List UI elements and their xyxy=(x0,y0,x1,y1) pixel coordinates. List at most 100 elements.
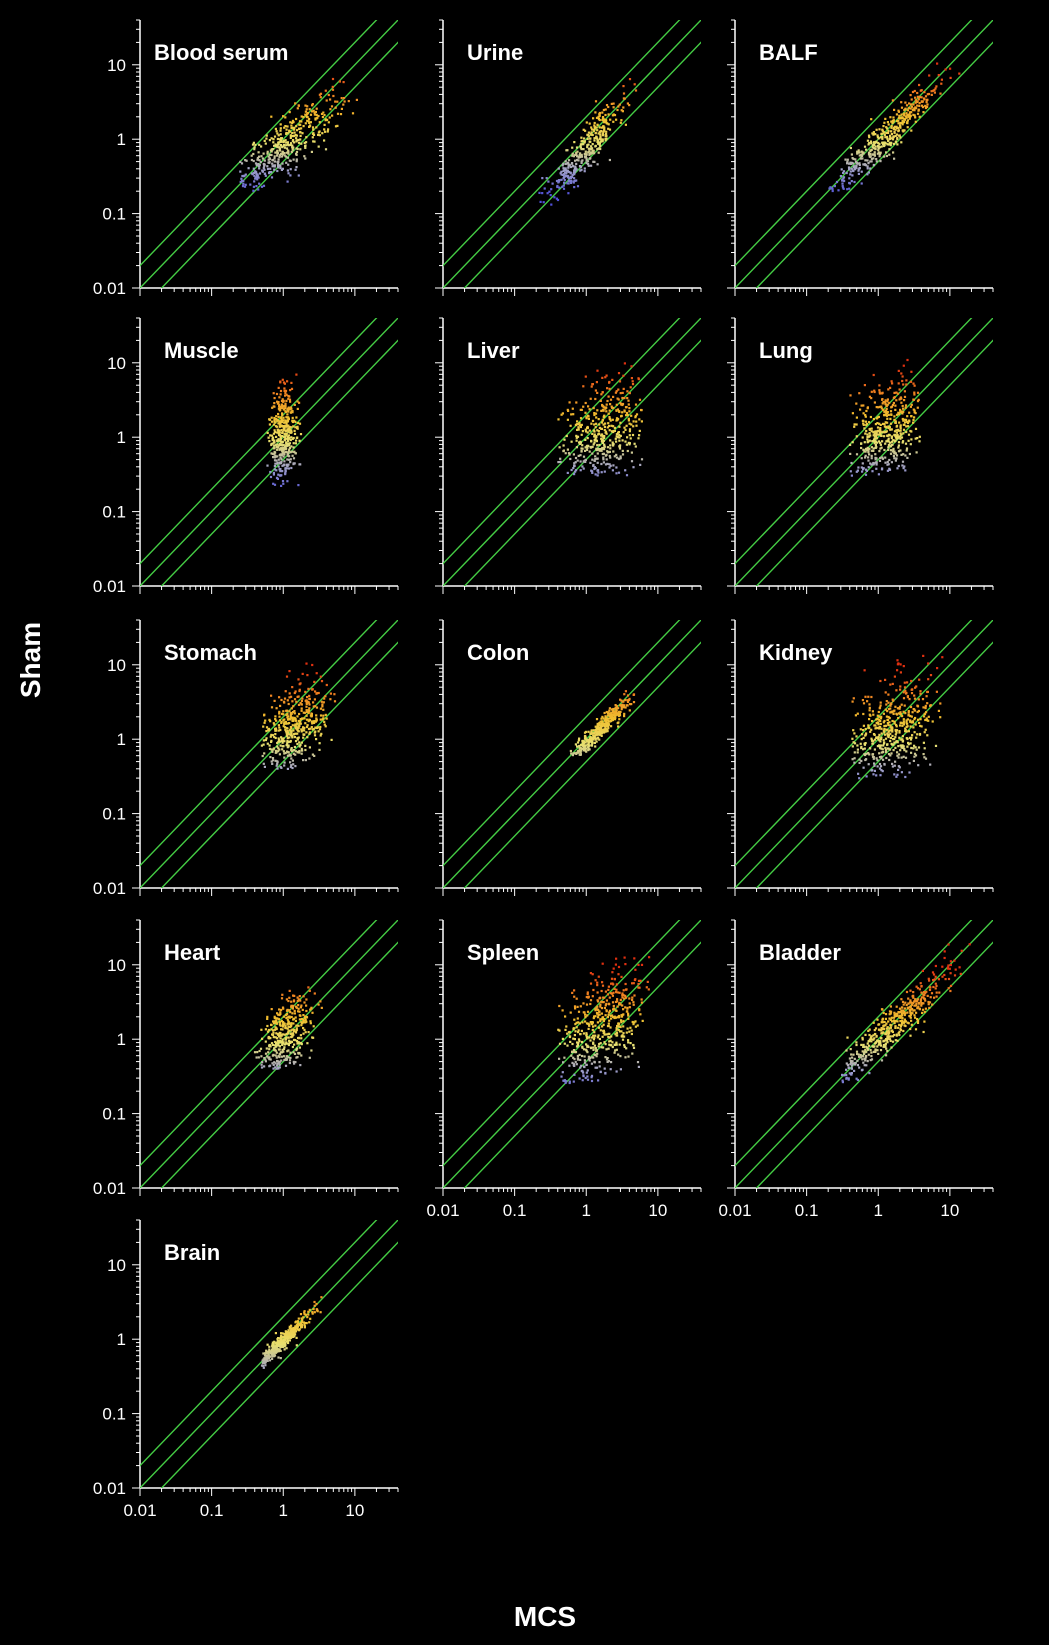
data-point xyxy=(894,705,897,708)
data-point xyxy=(879,701,882,704)
data-point xyxy=(269,475,273,479)
data-point xyxy=(293,1043,296,1046)
data-point xyxy=(587,164,590,167)
scatter-points xyxy=(260,662,337,770)
data-point xyxy=(290,381,293,384)
data-point xyxy=(917,718,920,721)
data-point xyxy=(907,433,911,436)
data-point xyxy=(587,743,590,746)
data-point xyxy=(927,662,930,665)
data-point xyxy=(885,414,888,417)
data-point xyxy=(308,694,311,697)
data-point xyxy=(271,734,274,737)
data-point xyxy=(594,455,597,458)
data-point xyxy=(297,1051,300,1055)
data-point xyxy=(245,159,248,162)
data-point xyxy=(298,712,301,716)
data-point xyxy=(273,1020,276,1023)
data-point xyxy=(619,402,622,405)
data-point xyxy=(600,727,603,730)
data-point xyxy=(878,726,881,729)
data-point xyxy=(891,682,894,685)
data-point xyxy=(300,1037,303,1040)
data-point xyxy=(904,727,907,730)
data-point xyxy=(288,1059,292,1062)
data-point xyxy=(578,153,581,157)
data-point xyxy=(861,157,864,160)
data-point xyxy=(892,447,895,450)
data-point xyxy=(285,1055,288,1058)
data-point xyxy=(880,755,883,758)
data-point xyxy=(304,759,307,762)
data-point xyxy=(557,167,560,170)
data-point xyxy=(913,718,916,721)
data-point xyxy=(920,100,923,103)
data-point xyxy=(294,765,297,768)
data-point xyxy=(278,726,281,729)
data-point xyxy=(265,134,268,137)
data-point xyxy=(884,733,887,736)
data-point xyxy=(317,1003,320,1006)
data-point xyxy=(621,391,624,394)
data-point xyxy=(327,121,330,124)
data-point xyxy=(308,989,311,992)
data-point xyxy=(271,750,274,753)
data-point xyxy=(318,742,321,745)
data-point xyxy=(310,713,313,716)
data-point xyxy=(579,425,582,429)
data-point xyxy=(277,142,280,146)
data-point xyxy=(632,420,635,423)
data-point xyxy=(597,147,601,150)
data-point xyxy=(282,115,285,118)
data-point xyxy=(290,757,293,760)
data-point xyxy=(301,672,304,675)
data-point xyxy=(311,110,314,113)
data-point xyxy=(601,138,604,141)
data-point xyxy=(893,709,896,712)
data-point xyxy=(882,758,885,761)
data-point xyxy=(278,433,281,437)
data-point xyxy=(886,463,889,466)
data-point xyxy=(906,421,910,425)
data-point xyxy=(282,455,285,458)
data-point xyxy=(289,461,292,464)
data-point xyxy=(875,463,878,466)
data-point xyxy=(901,375,904,378)
data-point xyxy=(632,425,635,428)
data-point xyxy=(355,98,358,101)
data-point xyxy=(905,418,908,421)
data-point xyxy=(640,409,643,412)
data-point xyxy=(281,414,284,417)
data-point xyxy=(269,1058,272,1061)
data-point xyxy=(608,1019,611,1022)
data-point xyxy=(605,133,608,136)
data-point xyxy=(290,407,293,410)
data-point xyxy=(325,99,328,102)
data-point xyxy=(324,119,327,122)
data-point xyxy=(592,1046,595,1049)
data-point xyxy=(286,1027,289,1030)
data-point xyxy=(268,440,271,443)
data-point xyxy=(284,467,287,470)
reference-line xyxy=(735,620,973,867)
data-point xyxy=(903,118,906,121)
data-point xyxy=(873,151,876,154)
data-point xyxy=(569,175,572,178)
data-point xyxy=(924,757,928,760)
data-point xyxy=(291,711,295,714)
data-point xyxy=(579,143,582,146)
data-point xyxy=(851,157,854,160)
data-point xyxy=(277,737,280,740)
data-point xyxy=(901,129,904,132)
data-point xyxy=(277,386,280,389)
data-point xyxy=(898,707,901,710)
data-point xyxy=(875,718,878,721)
data-point xyxy=(272,1022,276,1025)
data-point xyxy=(260,1028,263,1031)
data-point xyxy=(851,700,854,703)
data-point xyxy=(619,434,622,437)
data-point xyxy=(589,1002,592,1006)
data-point xyxy=(841,184,844,188)
data-point xyxy=(611,1001,615,1004)
data-point xyxy=(619,698,622,701)
